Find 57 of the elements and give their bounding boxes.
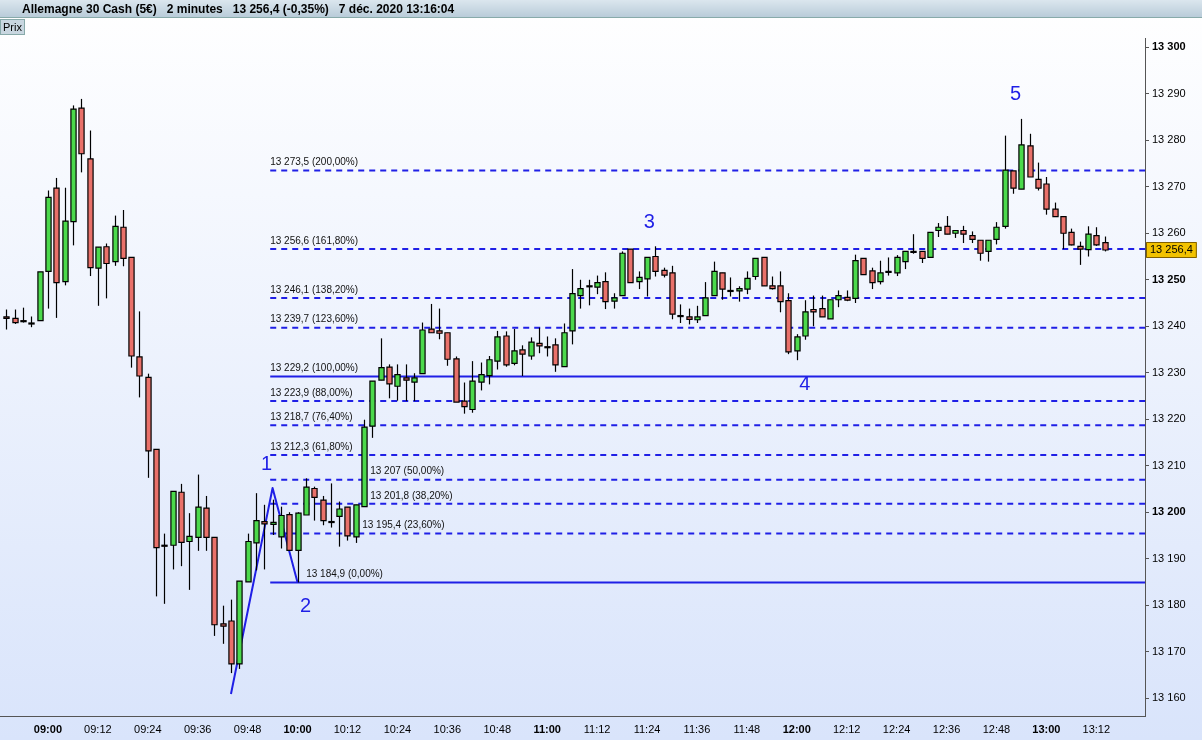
ref-line-label: 13 195,4 (23,60%) xyxy=(362,519,445,531)
x-tick-label: 11:00 xyxy=(533,723,561,736)
ref-line-label: 13 223,9 (88,00%) xyxy=(270,386,353,398)
ref-line-label: 13 201,8 (38,20%) xyxy=(370,489,453,501)
x-tick-label: 11:12 xyxy=(583,723,611,736)
ref-line-label: 13 184,9 (0,00%) xyxy=(306,568,383,580)
x-tick-label: 13:00 xyxy=(1032,723,1061,736)
ref-line-label: 13 256,6 (161,80%) xyxy=(270,234,359,246)
y-tick-label: 13 240 xyxy=(1152,319,1186,332)
annotation: 4 xyxy=(799,371,811,394)
ref-line-label: 13 229,2 (100,00%) xyxy=(270,362,359,374)
x-tick-label: 11:48 xyxy=(733,723,761,736)
x-tick-label: 09:48 xyxy=(233,723,262,736)
chart-title: Allemagne 30 Cash (5€) 2 minutes 13 256,4 (-0,35%) 7 déc. 2020 13:16:04 xyxy=(0,0,1202,18)
y-tick-label: 13 230 xyxy=(1152,365,1186,378)
ref-line-label: 13 273,5 (200,00%) xyxy=(270,156,359,168)
x-tick-label: 12:00 xyxy=(782,723,811,736)
x-tick-label: 09:00 xyxy=(33,723,62,736)
y-tick-label: 13 260 xyxy=(1152,226,1186,239)
y-tick-label: 13 290 xyxy=(1152,86,1186,99)
annotation: 5 xyxy=(1009,82,1021,105)
x-tick-label: 12:36 xyxy=(932,723,961,736)
ref-line-label: 13 212,3 (61,80%) xyxy=(270,440,353,452)
x-tick-label: 10:24 xyxy=(383,723,412,736)
annotation: 3 xyxy=(643,209,655,232)
x-tick-label: 10:36 xyxy=(433,723,462,736)
y-tick-label: 13 210 xyxy=(1152,458,1186,471)
x-tick-label: 12:48 xyxy=(982,723,1011,736)
x-tick-label: 11:24 xyxy=(633,723,661,736)
ref-line-label: 13 218,7 (76,40%) xyxy=(270,411,353,423)
x-tick-label: 09:12 xyxy=(84,723,112,736)
y-tick-label: 13 190 xyxy=(1152,551,1186,564)
x-tick-label: 09:24 xyxy=(134,723,162,736)
x-tick-label: 11:36 xyxy=(683,723,711,736)
annotation: 1 xyxy=(261,451,273,474)
x-tick-label: 13:12 xyxy=(1082,723,1111,736)
y-tick-label: 13 280 xyxy=(1152,133,1186,146)
y-tick-label: 13 220 xyxy=(1152,412,1186,425)
text: 13 256,4 xyxy=(1150,243,1193,256)
ref-line-label: 13 239,7 (123,60%) xyxy=(270,313,359,325)
x-tick-label: 10:48 xyxy=(483,723,512,736)
y-tick-label: 13 250 xyxy=(1152,272,1186,285)
y-tick-label: 13 300 xyxy=(1152,40,1186,53)
ref-line-label: 13 207 (50,00%) xyxy=(370,465,445,477)
x-tick-label: 12:24 xyxy=(882,723,911,736)
annotation: 2 xyxy=(299,593,312,616)
x-tick-label: 10:12 xyxy=(333,723,362,736)
ref-line-label: 13 246,1 (138,20%) xyxy=(270,283,359,295)
y-tick-label: 13 270 xyxy=(1152,179,1186,192)
x-tick-label: 09:36 xyxy=(183,723,212,736)
y-axis-title: Prix xyxy=(0,19,25,35)
y-tick-label: 13 180 xyxy=(1152,598,1186,611)
x-tick-label: 10:00 xyxy=(283,723,312,736)
x-tick-label: 12:12 xyxy=(832,723,861,736)
y-tick-label: 13 200 xyxy=(1152,505,1186,518)
y-tick-label: 13 170 xyxy=(1152,644,1186,657)
y-tick-label: 13 160 xyxy=(1152,691,1186,704)
